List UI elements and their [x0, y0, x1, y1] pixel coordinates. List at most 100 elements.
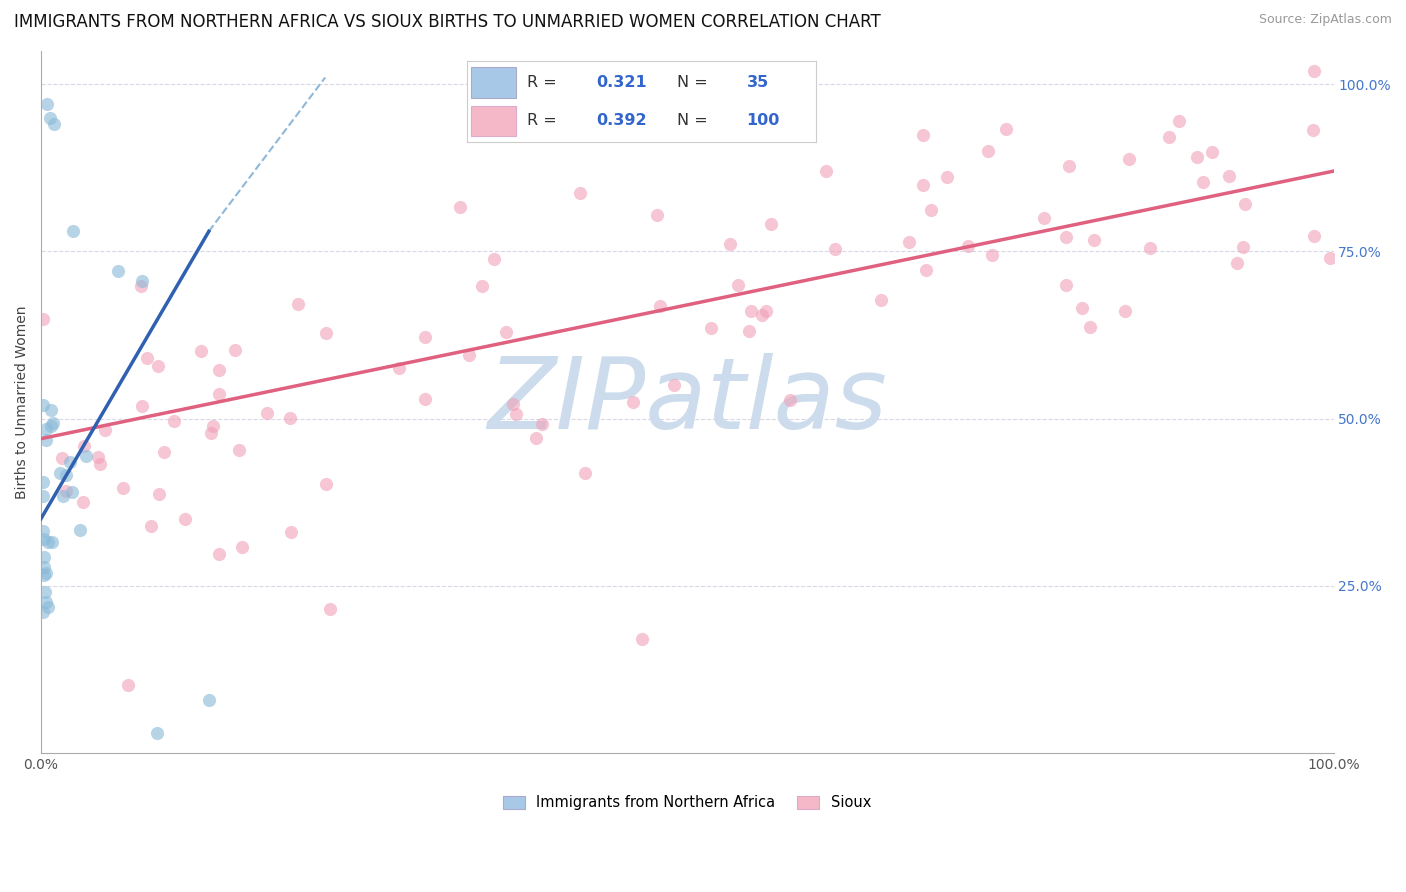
Point — [34, 594, 56, 608]
Point — [201, 419, 224, 434]
Point — [208, 363, 231, 377]
Point — [740, 303, 762, 318]
Point — [738, 324, 761, 338]
Point — [32, 605, 55, 619]
Point — [131, 399, 153, 413]
Point — [208, 547, 231, 561]
Point — [1083, 233, 1105, 247]
Point — [1302, 229, 1324, 244]
Point — [136, 351, 159, 365]
Point — [1056, 230, 1078, 244]
Point — [32, 489, 55, 503]
Point — [32, 549, 55, 564]
Point — [1201, 145, 1223, 160]
Point — [779, 393, 801, 408]
Point — [162, 414, 184, 428]
Point — [524, 431, 547, 445]
Point — [59, 455, 82, 469]
Point — [388, 360, 411, 375]
Point — [912, 178, 935, 192]
Point — [94, 423, 117, 437]
Point — [319, 602, 342, 616]
Point — [39, 402, 62, 417]
Point — [117, 678, 139, 692]
Point — [568, 186, 591, 201]
Point — [37, 599, 59, 614]
Point — [72, 440, 94, 454]
Point — [37, 97, 59, 112]
Point — [38, 111, 60, 125]
Point — [198, 692, 221, 706]
Point — [912, 128, 935, 143]
Point — [1232, 239, 1254, 253]
Point — [153, 445, 176, 459]
Point — [32, 475, 55, 490]
Point — [815, 164, 838, 178]
Point — [35, 434, 58, 448]
Point — [1139, 241, 1161, 255]
Point — [32, 559, 55, 574]
Point — [148, 486, 170, 500]
Point — [89, 457, 111, 471]
Point — [994, 122, 1017, 136]
Point — [915, 262, 938, 277]
Point — [315, 477, 337, 491]
Point — [1118, 152, 1140, 166]
Point — [1114, 304, 1136, 318]
Text: Source: ZipAtlas.com: Source: ZipAtlas.com — [1258, 13, 1392, 27]
Point — [32, 524, 55, 538]
Point — [699, 321, 721, 335]
Legend: Immigrants from Northern Africa, Sioux: Immigrants from Northern Africa, Sioux — [498, 789, 877, 816]
Point — [200, 425, 222, 440]
Point — [621, 394, 644, 409]
Point — [981, 248, 1004, 262]
Y-axis label: Births to Unmarried Women: Births to Unmarried Women — [15, 305, 30, 499]
Point — [505, 407, 527, 421]
Point — [224, 343, 246, 358]
Point — [141, 519, 163, 533]
Point — [759, 217, 782, 231]
Text: ZIPatlas: ZIPatlas — [488, 353, 887, 450]
Point — [87, 450, 110, 464]
Point — [69, 524, 91, 538]
Point — [34, 532, 56, 546]
Point — [129, 278, 152, 293]
Point — [1302, 123, 1324, 137]
Point — [495, 325, 517, 339]
Point — [146, 726, 169, 740]
Point — [502, 397, 524, 411]
Point — [920, 202, 942, 217]
Point — [1168, 113, 1191, 128]
Point — [647, 100, 669, 114]
Point — [449, 201, 471, 215]
Point — [650, 299, 672, 313]
Point — [1319, 252, 1341, 266]
Point — [956, 239, 979, 253]
Point — [662, 378, 685, 392]
Point — [413, 392, 436, 407]
Point — [718, 236, 741, 251]
Point — [37, 535, 59, 549]
Point — [1157, 130, 1180, 145]
Point — [42, 117, 65, 131]
Point — [55, 468, 77, 483]
Point — [1071, 301, 1094, 315]
Point — [1226, 256, 1249, 270]
Point — [727, 278, 749, 293]
Point — [278, 410, 301, 425]
Point — [174, 512, 197, 526]
Point — [107, 264, 129, 278]
Point — [228, 442, 250, 457]
Point — [41, 535, 63, 549]
Point — [131, 274, 153, 288]
Point — [413, 330, 436, 344]
Point — [824, 242, 846, 256]
Point — [256, 406, 278, 420]
Point — [1218, 169, 1240, 184]
Point — [1234, 197, 1257, 211]
Point — [32, 312, 55, 326]
Point — [897, 235, 920, 249]
Point — [1187, 150, 1209, 164]
Point — [1057, 159, 1080, 173]
Point — [34, 584, 56, 599]
